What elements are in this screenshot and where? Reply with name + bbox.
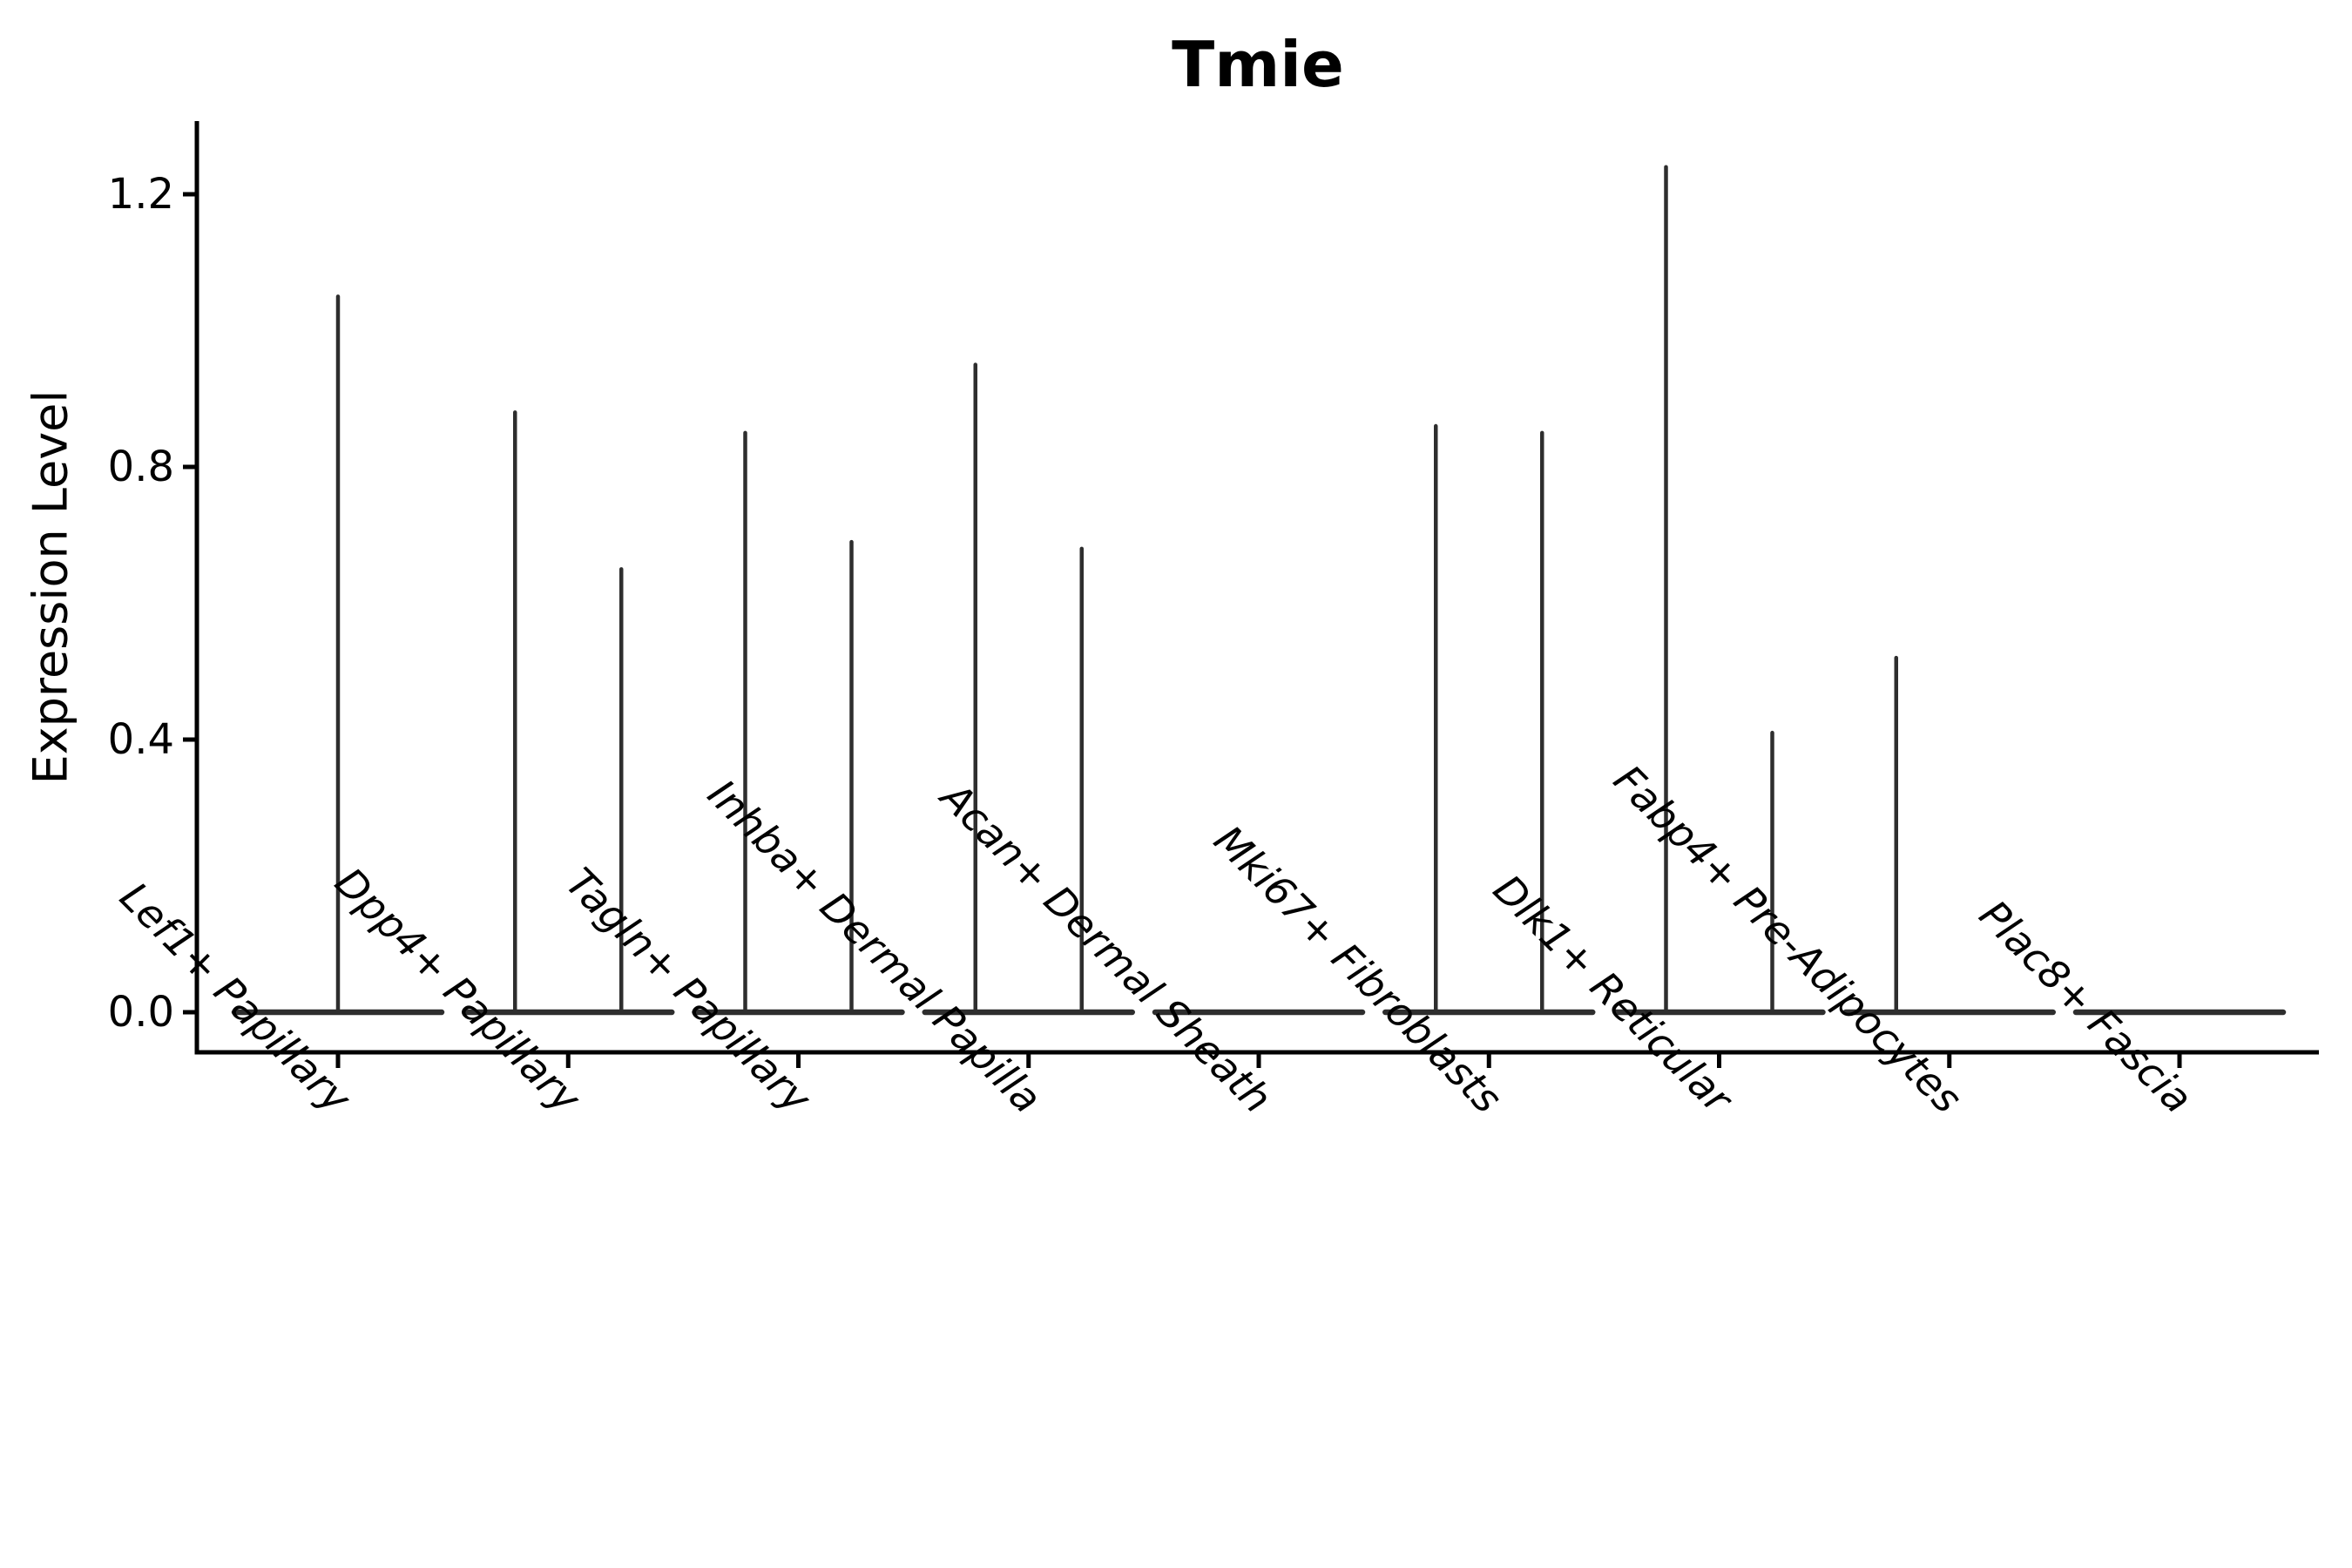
y-tick-label: 1.2 bbox=[107, 170, 174, 219]
y-tick-label: 0.4 bbox=[107, 715, 174, 764]
y-tick-label: 0.8 bbox=[107, 443, 174, 491]
chart-title: Tmie bbox=[1172, 28, 1344, 101]
y-tick-label: 0.0 bbox=[107, 988, 174, 1037]
